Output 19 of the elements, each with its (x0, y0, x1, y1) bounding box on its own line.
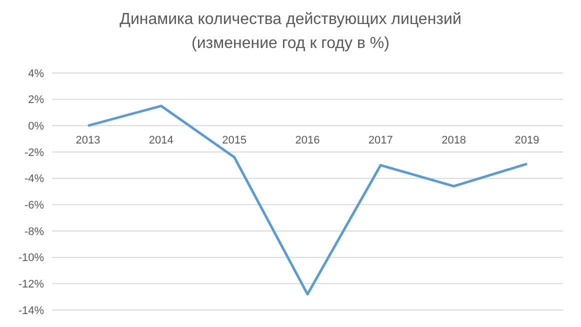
y-tick-label: -8% (24, 226, 44, 238)
y-tick-label: -2% (24, 146, 44, 159)
y-tick-label: -10% (18, 252, 44, 264)
y-tick-label: 4% (28, 68, 44, 80)
y-tick-label: -14% (18, 304, 44, 317)
x-tick-label: 2018 (442, 134, 466, 147)
y-tick-label: -6% (24, 200, 44, 212)
x-tick-label: 2017 (368, 134, 393, 147)
x-tick-label: 2013 (76, 134, 100, 147)
x-tick-label: 2014 (148, 134, 174, 147)
y-tick-label: 0% (28, 120, 44, 133)
chart-subtitle: (изменение год к году в %) (190, 34, 390, 54)
y-tick-label: 2% (28, 94, 44, 106)
chart-title: Динамика количества действующих лицензий (118, 10, 462, 30)
y-tick-label: -4% (24, 173, 44, 186)
x-tick-label: 2015 (222, 134, 247, 147)
y-tick-label: -12% (18, 278, 44, 291)
x-tick-label: 2016 (295, 134, 320, 147)
x-tick-label: 2019 (514, 134, 540, 147)
